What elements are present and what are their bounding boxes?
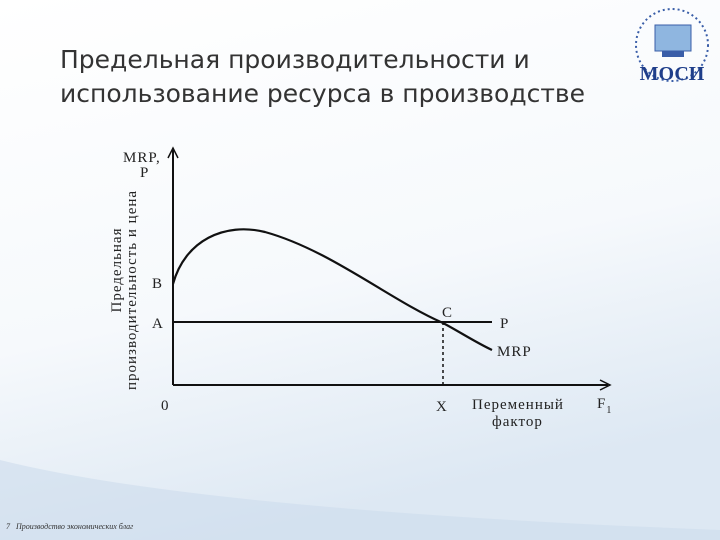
point-label: A (152, 316, 164, 332)
y-title: производительность и цена (124, 190, 140, 390)
x-axis-end-sub: 1 (606, 405, 612, 416)
y-title: Предельная (109, 228, 125, 313)
point-label: C (442, 305, 453, 321)
point-label: B (152, 276, 163, 292)
x-arrow (599, 379, 612, 391)
footer-text: Производство экономических благ (15, 522, 133, 531)
background-wave (0, 460, 720, 540)
axis-top-label: P (140, 165, 149, 181)
y-arrow (167, 146, 179, 159)
x-point-label: X (436, 399, 448, 415)
x-axis-end-main: F (597, 396, 606, 412)
title-line: использование ресурса в производстве (60, 79, 585, 108)
logo-text: МОСИ (640, 63, 705, 85)
x-title: фактор (492, 414, 543, 430)
mrp-curve (171, 228, 493, 351)
footer-page: 7 (6, 522, 11, 531)
line-label: MRP (497, 344, 532, 360)
line-label: P (500, 316, 509, 332)
logo: МОСИ (635, 8, 709, 85)
title-line: Предельная производительности и (60, 45, 530, 74)
x-axis-end: F1 (597, 396, 612, 416)
origin-label: 0 (161, 398, 170, 414)
diagram (167, 146, 612, 391)
x-title: Переменный (472, 397, 564, 413)
axis-top-label: MRP, (123, 150, 161, 166)
